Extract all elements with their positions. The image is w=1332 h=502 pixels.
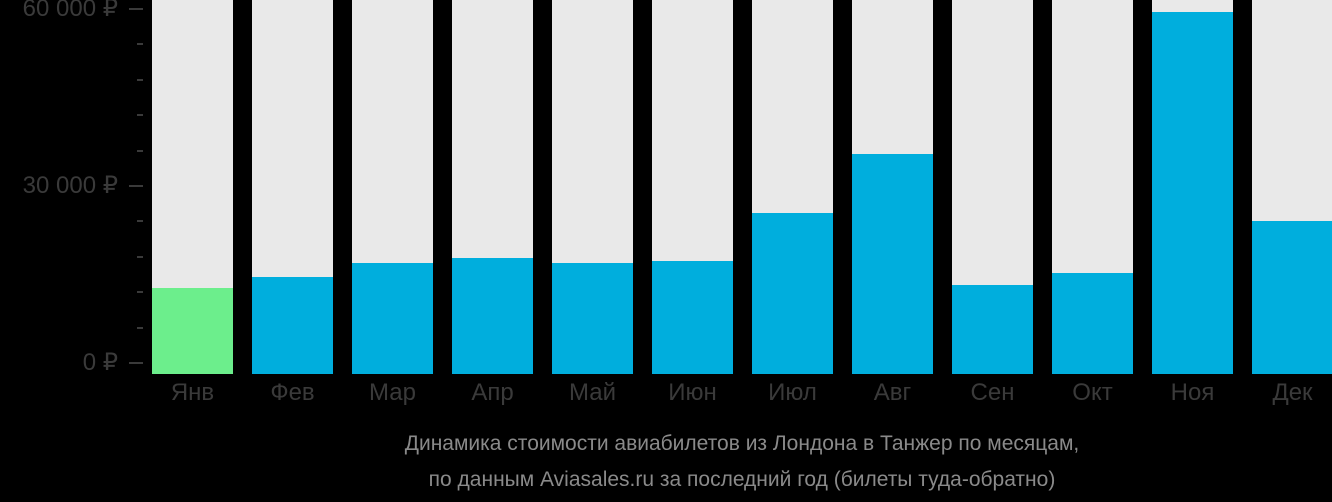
y-axis-tick-label: 0 ₽ <box>82 349 118 376</box>
month-label: Июл <box>768 379 817 406</box>
bar-fill[interactable] <box>952 285 1033 374</box>
bar-fill[interactable] <box>852 154 933 374</box>
plot-area: Янв Фев Мар Апр Май Июн Июл Авг Сен Окт Ноя Дек <box>152 0 1332 406</box>
bar-column-4[interactable]: Апр <box>452 0 533 406</box>
y-axis-minor-tick <box>137 150 143 152</box>
bar-track <box>1152 0 1233 374</box>
y-axis-minor-tick <box>137 114 143 116</box>
bar-column-8[interactable]: Авг <box>852 0 933 406</box>
month-label: Дек <box>1272 379 1313 406</box>
bar-track <box>652 0 733 374</box>
bar-fill[interactable] <box>552 263 633 374</box>
y-axis-minor-tick <box>137 256 143 258</box>
month-label: Июн <box>668 379 717 406</box>
y-axis-minor-tick <box>137 291 143 293</box>
bar-column-5[interactable]: Май <box>552 0 633 406</box>
bar-column-3[interactable]: Мар <box>352 0 433 406</box>
bar-fill[interactable] <box>352 263 433 374</box>
bar-track <box>452 0 533 374</box>
y-axis-major-tick <box>129 362 143 364</box>
bar-track <box>1052 0 1133 374</box>
bar-column-11[interactable]: Ноя <box>1152 0 1233 406</box>
month-label: Мар <box>369 379 416 406</box>
bar-fill[interactable] <box>1252 221 1332 374</box>
month-label: Янв <box>170 379 215 406</box>
caption-line-1: Динамика стоимости авиабилетов из Лондон… <box>404 432 1080 455</box>
bar-track <box>852 0 933 374</box>
y-axis: 0 ₽ 30 000 ₽ 60 000 ₽ <box>0 0 152 376</box>
month-label: Фев <box>270 379 315 406</box>
month-label: Май <box>568 379 616 406</box>
chart-caption: Динамика стоимости авиабилетов из Лондон… <box>152 426 1332 498</box>
month-label: Окт <box>1072 379 1113 406</box>
bar-fill[interactable] <box>652 261 733 374</box>
bar-fill[interactable] <box>252 277 333 374</box>
y-axis-minor-tick <box>137 220 143 222</box>
y-axis-minor-tick <box>137 79 143 81</box>
bar-column-1[interactable]: Янв <box>152 0 233 406</box>
bar-track <box>952 0 1033 374</box>
month-label: Апр <box>471 379 514 406</box>
bar-column-10[interactable]: Окт <box>1052 0 1133 406</box>
bar-track <box>1252 0 1332 374</box>
y-axis-major-tick <box>129 8 143 10</box>
month-label: Сен <box>970 379 1015 406</box>
month-label: Ноя <box>1170 379 1215 406</box>
month-label: Авг <box>873 379 912 406</box>
bar-column-12[interactable]: Дек <box>1252 0 1332 406</box>
bar-column-6[interactable]: Июн <box>652 0 733 406</box>
y-axis-minor-tick <box>137 327 143 329</box>
bar-fill[interactable] <box>452 258 533 374</box>
bar-column-9[interactable]: Сен <box>952 0 1033 406</box>
bar-column-2[interactable]: Фев <box>252 0 333 406</box>
bar-fill[interactable] <box>1052 273 1133 374</box>
bar-track <box>152 0 233 374</box>
bar-track <box>252 0 333 374</box>
bar-fill[interactable] <box>1152 12 1233 374</box>
y-axis-tick-label: 30 000 ₽ <box>22 172 118 199</box>
bar-track <box>352 0 433 374</box>
bar-fill[interactable] <box>152 288 233 374</box>
bar-column-7[interactable]: Июл <box>752 0 833 406</box>
y-axis-minor-tick <box>137 43 143 45</box>
bar-track <box>552 0 633 374</box>
caption-line-2: по данным Aviasales.ru за последний год … <box>428 468 1056 491</box>
bar-fill[interactable] <box>752 213 833 374</box>
y-axis-major-tick <box>129 185 143 187</box>
bar-track <box>752 0 833 374</box>
y-axis-tick-label: 60 000 ₽ <box>22 0 118 22</box>
